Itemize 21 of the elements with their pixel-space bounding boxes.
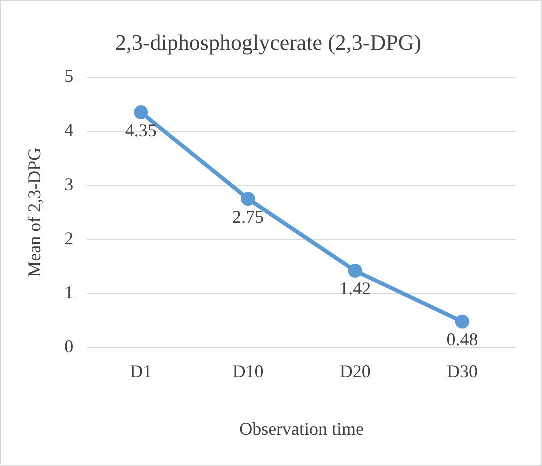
point [348,264,362,278]
y-axis-title: Mean of 2,3-DPG [24,148,45,278]
data-label: 1.42 [340,278,372,299]
x-tick-label: D10 [232,361,264,382]
chart-title: 2,3-diphosphoglycerate (2,3-DPG) [115,30,422,55]
x-tick-label: D1 [130,361,152,382]
y-tick-label: 2 [64,228,74,248]
data-label: 0.48 [446,330,478,350]
y-tick-label: 0 [64,336,74,357]
y-tick-label: 1 [64,282,74,302]
data-label: 4.35 [125,120,157,140]
x-tick-label: D30 [446,361,478,382]
y-tick-label: 4 [64,120,74,140]
y-tick-label: 5 [64,66,74,86]
point [241,192,256,206]
x-axis-title: Observation time [240,418,364,439]
point [134,106,148,120]
x-tick-label: D20 [340,361,371,382]
y-tick-label: 3 [64,174,74,194]
data-label: 2.75 [232,206,264,227]
point [455,314,470,329]
